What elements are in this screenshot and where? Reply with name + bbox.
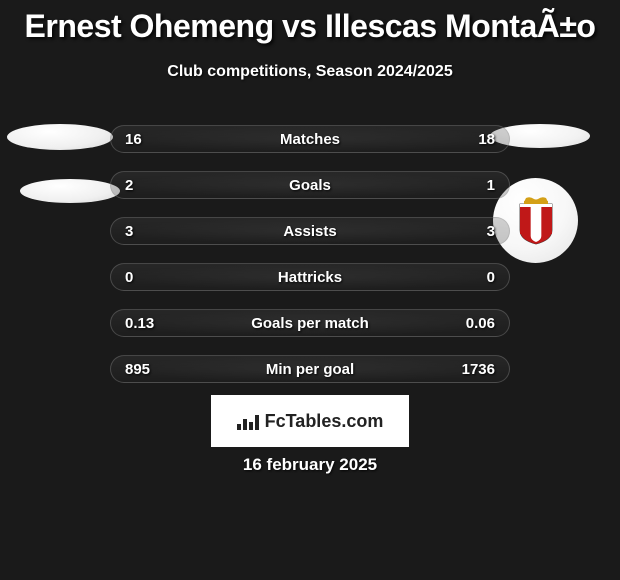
stat-left-value: 3 [125, 223, 133, 240]
stat-label: Hattricks [278, 269, 342, 286]
stat-row: 16 Matches 18 [110, 125, 510, 153]
stat-row: 2 Goals 1 [110, 171, 510, 199]
stat-label: Matches [280, 131, 340, 148]
stat-left-value: 0 [125, 269, 133, 286]
stat-left-value: 0.13 [125, 315, 154, 332]
stat-row: 3 Assists 3 [110, 217, 510, 245]
stat-right-value: 0 [487, 269, 495, 286]
club-shield-icon [516, 196, 556, 246]
stat-label: Assists [283, 223, 336, 240]
stat-row: 0.13 Goals per match 0.06 [110, 309, 510, 337]
stat-right-value: 1 [487, 177, 495, 194]
stat-right-value: 3 [487, 223, 495, 240]
stat-label: Goals [289, 177, 331, 194]
date-label: 16 february 2025 [243, 455, 377, 475]
stat-right-value: 18 [478, 131, 495, 148]
stat-left-value: 16 [125, 131, 142, 148]
bar-chart-icon [237, 412, 259, 430]
stat-label: Min per goal [266, 361, 354, 378]
stats-table: 16 Matches 18 2 Goals 1 3 Assists 3 0 Ha… [110, 125, 510, 401]
stat-right-value: 0.06 [466, 315, 495, 332]
player1-avatar-placeholder [7, 124, 113, 150]
stat-row: 0 Hattricks 0 [110, 263, 510, 291]
subtitle: Club competitions, Season 2024/2025 [0, 63, 620, 81]
stat-label: Goals per match [251, 315, 369, 332]
page-title: Ernest Ohemeng vs Illescas MontaÃ±o [0, 0, 620, 45]
player1-club-placeholder [20, 179, 120, 203]
stat-row: 895 Min per goal 1736 [110, 355, 510, 383]
stat-left-value: 2 [125, 177, 133, 194]
stat-right-value: 1736 [462, 361, 495, 378]
brand-text: FcTables.com [265, 411, 384, 432]
brand-badge: FcTables.com [211, 395, 409, 447]
stat-left-value: 895 [125, 361, 150, 378]
